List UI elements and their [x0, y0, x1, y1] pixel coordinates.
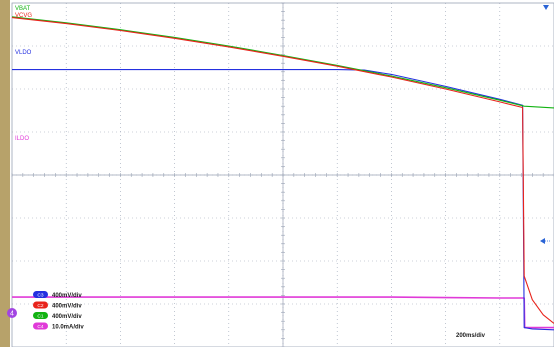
- legend-scale-text: 400mV/div: [52, 293, 82, 299]
- channel-4-marker-text: 4: [10, 311, 14, 318]
- legend-scale-text: 400mV/div: [52, 304, 82, 310]
- legend-badge-text: C2: [37, 303, 43, 309]
- legend-entry[interactable]: C3 400mV/div: [33, 291, 82, 299]
- legend-badge-text: C3: [37, 292, 43, 298]
- legend-scale-text: 10.0mA/div: [52, 325, 84, 331]
- legend-entry[interactable]: C4 10.0mA/div: [33, 323, 84, 331]
- channel-label-vbat: VBAT: [15, 6, 31, 12]
- legend-entry[interactable]: C2 400mV/div: [33, 302, 82, 310]
- channel-4-ground-marker[interactable]: 4: [7, 308, 17, 318]
- channel-label-ildo: ILDO: [15, 136, 29, 142]
- channel-label-vcvg: VCVG: [15, 13, 32, 19]
- legend-badge-text: C1: [37, 313, 43, 319]
- legend-entry[interactable]: C1 400mV/div: [33, 312, 82, 320]
- left-channel-bar: [0, 0, 10, 347]
- timebase-label: 200ms/div: [456, 333, 486, 339]
- legend-badge-text: C4: [37, 324, 43, 330]
- channel-label-vldo: VLDO: [15, 50, 32, 56]
- legend-scale-text: 400mV/div: [52, 314, 82, 320]
